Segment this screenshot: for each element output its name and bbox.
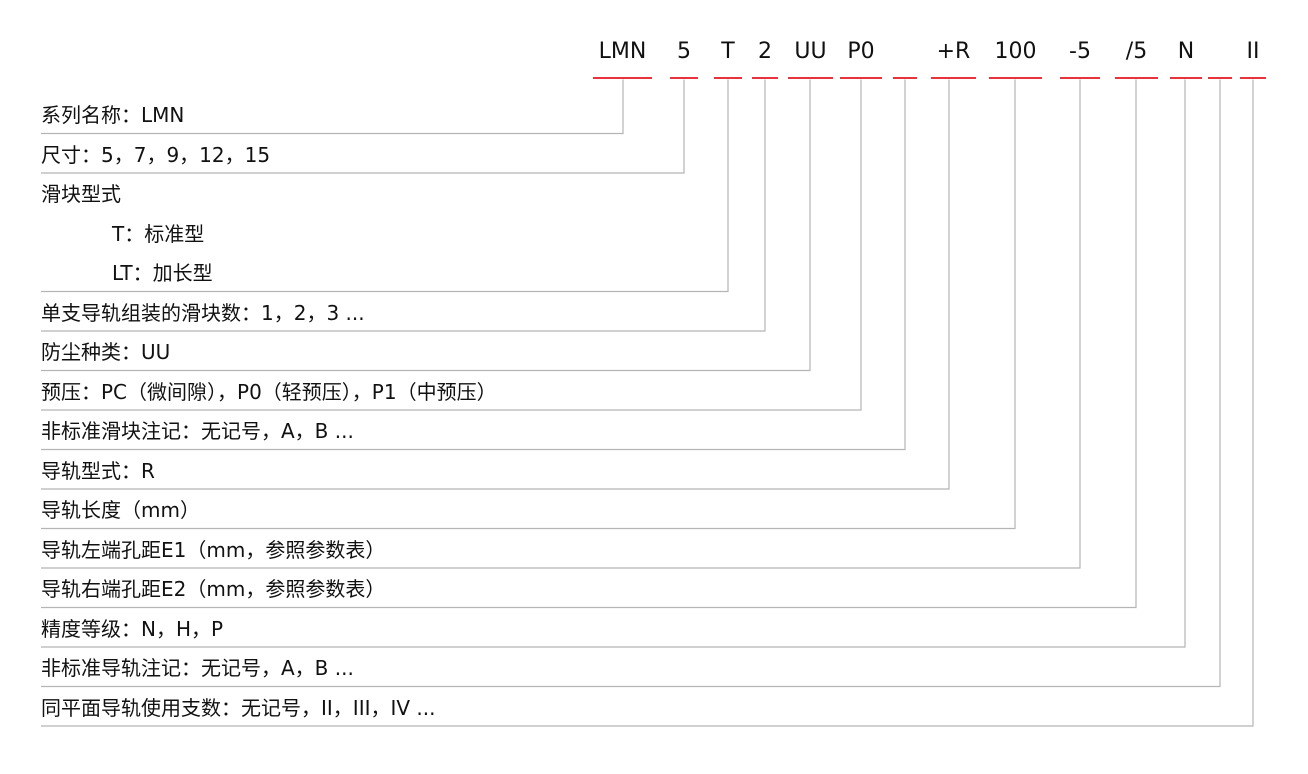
code-segment: II — [1240, 38, 1266, 80]
code-segment-text: II — [1246, 39, 1260, 64]
description-line: 尺寸：5，7，9，12，15 — [41, 142, 271, 167]
leader-line — [41, 79, 685, 174]
code-segment-underline — [1170, 77, 1202, 79]
leader-line — [41, 79, 624, 135]
code-segment: P0 — [840, 38, 882, 80]
code-segment-underline — [931, 77, 976, 79]
leader-line — [41, 79, 1221, 688]
code-segment: T — [714, 38, 742, 80]
code-segment: UU — [788, 38, 833, 80]
description-line: 导轨长度（mm） — [41, 498, 200, 522]
code-segment: -5 — [1060, 38, 1100, 80]
code-segment-text: LMN — [598, 39, 647, 64]
leader-line — [41, 79, 1081, 569]
description-line: 精度等级：N，H，P — [41, 616, 224, 641]
code-segment-underline — [989, 77, 1042, 79]
code-segment-text: 5 — [677, 39, 691, 64]
code-segment: /5 — [1115, 38, 1158, 80]
leader-line — [41, 79, 1137, 609]
leader-line — [41, 79, 862, 411]
code-segment-underline — [593, 77, 652, 79]
code-segment-underline — [752, 77, 778, 79]
code-segment: 2 — [752, 38, 778, 80]
leader-line — [41, 79, 729, 293]
description-line: 同平面导轨使用支数：无记号，II，III，IV ... — [41, 695, 436, 720]
code-segment-underline — [714, 77, 742, 79]
code-segment: LMN — [593, 38, 652, 80]
description-line: 预压：PC（微间隙），P0（轻预压），P1（中预压） — [41, 379, 497, 404]
description-line: LT：加长型 — [112, 261, 213, 285]
code-segment-text: 2 — [758, 39, 772, 64]
description-line: 非标准导轨注记：无记号，A，B ... — [41, 656, 354, 680]
description-line: 单支导轨组装的滑块数：1，2，3 ... — [41, 300, 365, 325]
code-segment-underline — [788, 77, 833, 79]
code-segment-text: 100 — [994, 39, 1037, 64]
code-segment: N — [1170, 38, 1202, 80]
code-segment-text: UU — [794, 39, 827, 64]
code-segment-underline — [840, 77, 882, 79]
model-code-row: LMN 5 T 2 UU P0 +R 100 -5/5 N II — [0, 0, 1308, 80]
leader-line — [41, 79, 1254, 727]
description-line: 导轨型式：R — [41, 458, 155, 483]
leader-line — [41, 79, 766, 332]
code-segment-underline — [670, 77, 698, 79]
code-segment-text: P0 — [847, 39, 875, 64]
description-line: 导轨右端孔距E2（mm，参照参数表） — [41, 577, 386, 601]
code-segment-underline — [1208, 77, 1232, 79]
leader-line — [41, 79, 811, 372]
code-segment: +R — [931, 38, 976, 80]
leader-line — [41, 79, 906, 451]
code-segment-text: T — [721, 39, 735, 64]
code-segment-underline — [1240, 77, 1266, 79]
description-line: T：标准型 — [112, 221, 205, 246]
code-segment-text: /5 — [1125, 39, 1148, 64]
code-segment-underline — [1115, 77, 1158, 79]
code-segment — [1208, 38, 1232, 80]
code-segment-underline — [893, 77, 917, 79]
code-segment-text: -5 — [1069, 39, 1091, 64]
code-segment — [893, 38, 917, 80]
description-line: 防尘种类：UU — [41, 340, 171, 364]
description-line: 滑块型式 — [41, 182, 121, 206]
leader-line — [41, 79, 1016, 530]
code-segment-underline — [1060, 77, 1100, 79]
code-segment-text: +R — [936, 39, 971, 64]
code-segment-text: N — [1177, 39, 1195, 64]
code-segment: 5 — [670, 38, 698, 80]
code-segment: 100 — [989, 38, 1042, 80]
description-line: 系列名称：LMN — [41, 103, 185, 127]
leader-line — [41, 79, 1186, 648]
leader-line — [41, 79, 950, 490]
description-line: 导轨左端孔距E1（mm，参照参数表） — [41, 537, 386, 562]
description-line: 非标准滑块注记：无记号，A，B ... — [41, 419, 354, 443]
